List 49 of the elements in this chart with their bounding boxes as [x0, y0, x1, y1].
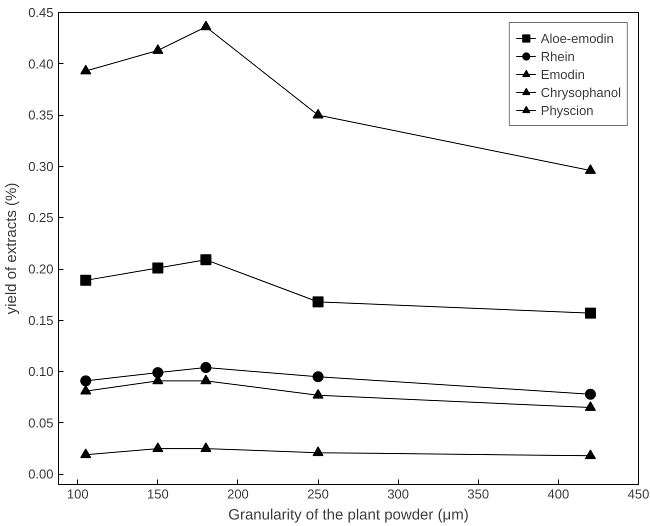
x-tick-label: 100: [66, 486, 89, 502]
point: [584, 449, 596, 460]
legend-label: Chrysophanol: [540, 84, 621, 101]
x-tick-label: 200: [227, 486, 249, 502]
point: [152, 262, 164, 274]
point: [312, 108, 324, 118]
point: [312, 296, 324, 308]
point: [584, 388, 596, 400]
y-tick-label: 0.30: [28, 158, 54, 174]
point: [584, 308, 596, 319]
x-axis-title: Granularity of the plant powder (μm): [228, 506, 469, 524]
point: [152, 442, 164, 452]
y-tick-label: 0.40: [28, 56, 54, 72]
legend-label: Rhein: [540, 48, 575, 65]
x-tick-label: 450: [628, 486, 650, 502]
y-tick-label: 0.20: [28, 262, 54, 277]
y-tick-label: 0.45: [28, 5, 54, 20]
x-tick-label: 150: [146, 486, 169, 502]
point: [312, 371, 324, 382]
y-tick-label: 0.05: [28, 415, 54, 430]
y-tick-label: 0.35: [28, 108, 54, 123]
point: [584, 164, 596, 174]
y-tick-label: 0.25: [28, 210, 54, 226]
point: [152, 44, 164, 54]
point: [200, 374, 212, 384]
x-tick-label: 250: [307, 486, 329, 502]
y-axis-title: yield of extracts (%): [3, 182, 20, 314]
point: [312, 388, 324, 399]
x-tick-label: 400: [548, 486, 570, 502]
point: [200, 254, 212, 266]
point: [80, 384, 92, 395]
point: [200, 442, 212, 452]
y-tick-label: 0.00: [28, 466, 54, 482]
point: [80, 375, 92, 386]
x-tick-label: 350: [467, 486, 490, 502]
legend-label: Aloe-emodin: [540, 30, 614, 47]
point: [80, 448, 92, 458]
point: [312, 446, 324, 456]
point: [584, 401, 596, 411]
point: [200, 20, 212, 30]
legend-label: Emodin: [540, 66, 585, 83]
point: [200, 362, 212, 374]
point: [80, 64, 92, 74]
legend-label: Physcion: [540, 102, 594, 119]
x-tick-label: 300: [387, 486, 410, 502]
point: [80, 274, 92, 286]
point: [152, 367, 164, 378]
y-tick-label: 0.15: [28, 312, 54, 328]
y-tick-label: 0.10: [28, 364, 54, 380]
